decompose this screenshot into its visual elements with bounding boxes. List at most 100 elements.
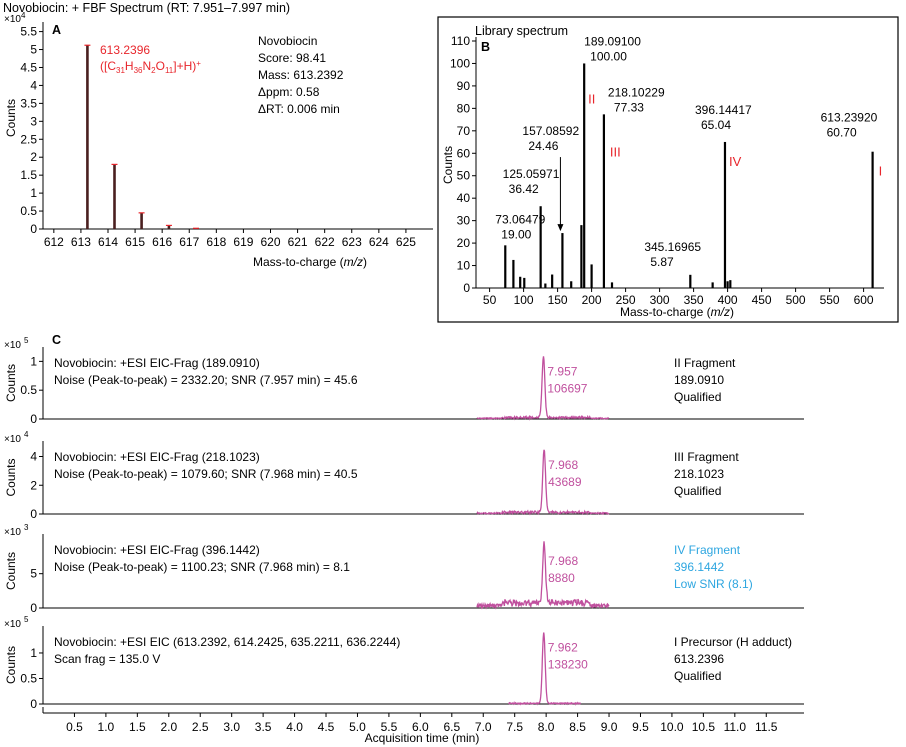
panel-b-peak-bar bbox=[583, 63, 586, 288]
trace-status-line: IV Fragment bbox=[674, 543, 741, 557]
panel-a-spectrum: ×104 Counts A 0 0.5 1 1.5 2 2.5 3 3.5 4 4.5 5 5.5 61… bbox=[4, 11, 433, 269]
trace-title: Novobiocin: +ESI EIC (613.2392, 614.2425… bbox=[54, 635, 400, 649]
trace-peak-rt: 7.962 bbox=[548, 640, 578, 654]
panel-b-ytick-label: 100 bbox=[450, 56, 470, 70]
panel-b-xtick-label: 450 bbox=[752, 293, 772, 307]
panel-b-peak-bar bbox=[580, 225, 583, 288]
panel-b-annotation-roman: IV bbox=[729, 154, 742, 169]
trace-ytick-label: 2 bbox=[30, 478, 37, 492]
trace-exponent-power: 4 bbox=[24, 430, 29, 439]
panel-b-ytick-label: 0 bbox=[463, 281, 470, 295]
panel-c-xtick-label: 8.0 bbox=[538, 720, 555, 734]
trace-peak-height: 106697 bbox=[547, 382, 587, 396]
panel-a-ytick-label: 1.5 bbox=[20, 168, 37, 182]
panel-b-peak-bar bbox=[726, 281, 729, 288]
panel-c-xtick-label: 9.5 bbox=[632, 720, 649, 734]
panel-b-peak-bar bbox=[539, 206, 542, 288]
trace-line bbox=[476, 541, 610, 610]
trace-exponent-power: 3 bbox=[24, 523, 29, 532]
panel-b-label: B bbox=[481, 40, 490, 54]
panel-a-ytick-label: 2.5 bbox=[20, 132, 37, 146]
panel-a-xtick-label: 613 bbox=[71, 235, 91, 249]
panel-b-arrow-head bbox=[557, 224, 564, 232]
trace-subtitle: Scan frag = 135.0 V bbox=[54, 652, 160, 666]
trace-title: Novobiocin: +ESI EIC-Frag (189.0910) bbox=[54, 356, 260, 370]
panel-b-annotation-roman: III bbox=[610, 144, 621, 159]
panel-c-xtick-label: 6.0 bbox=[412, 720, 429, 734]
panel-b-annotation-mz: 73.06479 bbox=[495, 212, 545, 226]
panel-b-ytick-label: 10 bbox=[457, 259, 471, 273]
panel-b-axes: 0 10 20 30 40 50 60 70 80 90 100 110 50 100 150 200 250 3… bbox=[450, 34, 884, 307]
panel-b-xtick-label: 400 bbox=[718, 293, 738, 307]
panel-b-peak-bar bbox=[570, 281, 573, 288]
panel-c-xtick-label: 5.5 bbox=[381, 720, 398, 734]
panel-b-title: Library spectrum bbox=[475, 24, 568, 38]
panel-b-ytick-label: 70 bbox=[457, 124, 471, 138]
trace-status-line: I Precursor (H adduct) bbox=[674, 635, 792, 649]
trace-ytick-label: 0 bbox=[30, 507, 37, 521]
panel-b-xtick-label: 550 bbox=[820, 293, 840, 307]
panel-a-xtick-label: 623 bbox=[342, 235, 362, 249]
panel-a-xtick-label: 618 bbox=[206, 235, 226, 249]
panel-b-annotation-value: 65.04 bbox=[701, 118, 731, 132]
panel-a-ytick-label: 0 bbox=[30, 222, 37, 236]
trace-status-line: III Fragment bbox=[674, 450, 739, 464]
trace-exponent: ×10 bbox=[4, 619, 21, 630]
panel-b-peak-bar bbox=[523, 277, 526, 288]
panel-a-ytick-label: 5.5 bbox=[20, 25, 37, 39]
panel-a-ytick-label: 1 bbox=[30, 186, 37, 200]
panel-b-xtick-label: 500 bbox=[786, 293, 806, 307]
panel-b-ytick-label: 40 bbox=[457, 191, 471, 205]
trace-status-line: 189.0910 bbox=[674, 373, 724, 387]
panel-b-peak-bar bbox=[544, 283, 547, 288]
panel-b-frame bbox=[437, 16, 899, 323]
panel-b-peak-bar bbox=[590, 264, 593, 288]
trace-exponent: ×10 bbox=[4, 434, 21, 445]
panel-b-annotation-mz: 189.09100 bbox=[584, 34, 641, 48]
panel-b-annotation-mz: 613.23920 bbox=[821, 111, 878, 125]
panel-c-xtick-label: 3.0 bbox=[223, 720, 240, 734]
trace-ytick-label: 1 bbox=[30, 646, 37, 660]
trace-subtitle: Noise (Peak-to-peak) = 1100.23; SNR (7.9… bbox=[54, 560, 350, 574]
panel-a-xtick-label: 621 bbox=[288, 235, 308, 249]
panel-b-annotation-value: 24.46 bbox=[528, 139, 558, 153]
panel-a-info: Novobiocin Score: 98.41 Mass: 613.2392 Δppm… bbox=[258, 34, 344, 116]
trace-status-line: Qualified bbox=[674, 390, 721, 404]
panel-b-annotation-mz: 125.05971 bbox=[503, 167, 560, 181]
trace-peak-height: 138230 bbox=[548, 657, 588, 671]
trace-exponent: ×10 bbox=[4, 527, 21, 538]
trace-ytick-label: 4 bbox=[30, 450, 37, 464]
trace-title: Novobiocin: +ESI EIC-Frag (218.1023) bbox=[54, 450, 260, 464]
panel-b-ytick-label: 50 bbox=[457, 169, 471, 183]
trace-status-line: 613.2396 bbox=[674, 652, 724, 666]
panel-b-annotation-value: 36.42 bbox=[509, 182, 539, 196]
panel-c-xtick-label: 6.5 bbox=[443, 720, 460, 734]
panel-a-peaks bbox=[84, 44, 200, 229]
panel-b-ytick-label: 110 bbox=[451, 34, 470, 48]
panel-a-exponent: ×104 bbox=[4, 11, 26, 25]
trace-line bbox=[508, 632, 581, 706]
trace-ytick-label: 0 bbox=[30, 412, 37, 426]
panel-b-xtick-label: 200 bbox=[582, 293, 602, 307]
panel-a-peak-label-mz: 613.2396 bbox=[100, 43, 150, 57]
panel-a-ytick-label: 3.5 bbox=[20, 96, 37, 110]
trace-line bbox=[476, 449, 610, 516]
trace-ylabel: Counts bbox=[4, 646, 18, 684]
panel-b-annotation-roman: II bbox=[588, 91, 595, 106]
panel-b-ytick-label: 80 bbox=[457, 101, 471, 115]
panel-b-xtick-label: 150 bbox=[548, 293, 568, 307]
panel-b-xtick-label: 50 bbox=[483, 293, 497, 307]
trace-ytick-label: 1 bbox=[30, 354, 37, 368]
trace-ylabel: Counts bbox=[4, 364, 18, 402]
panel-a-xtick-label: 612 bbox=[44, 235, 64, 249]
panel-c-xtick-label: 7.5 bbox=[506, 720, 523, 734]
panel-b-peak-bar bbox=[610, 282, 614, 288]
panel-a-ytick-label: 2 bbox=[30, 150, 37, 164]
panel-a-ytick-label: 4 bbox=[30, 78, 37, 92]
panel-a-info-line: Δppm: 0.58 bbox=[258, 85, 320, 99]
panel-c-xtick-label: 9.0 bbox=[601, 720, 618, 734]
panel-b-annotation-mz: 396.14417 bbox=[695, 103, 752, 117]
panel-a-info-line: Mass: 613.2392 bbox=[258, 68, 344, 82]
